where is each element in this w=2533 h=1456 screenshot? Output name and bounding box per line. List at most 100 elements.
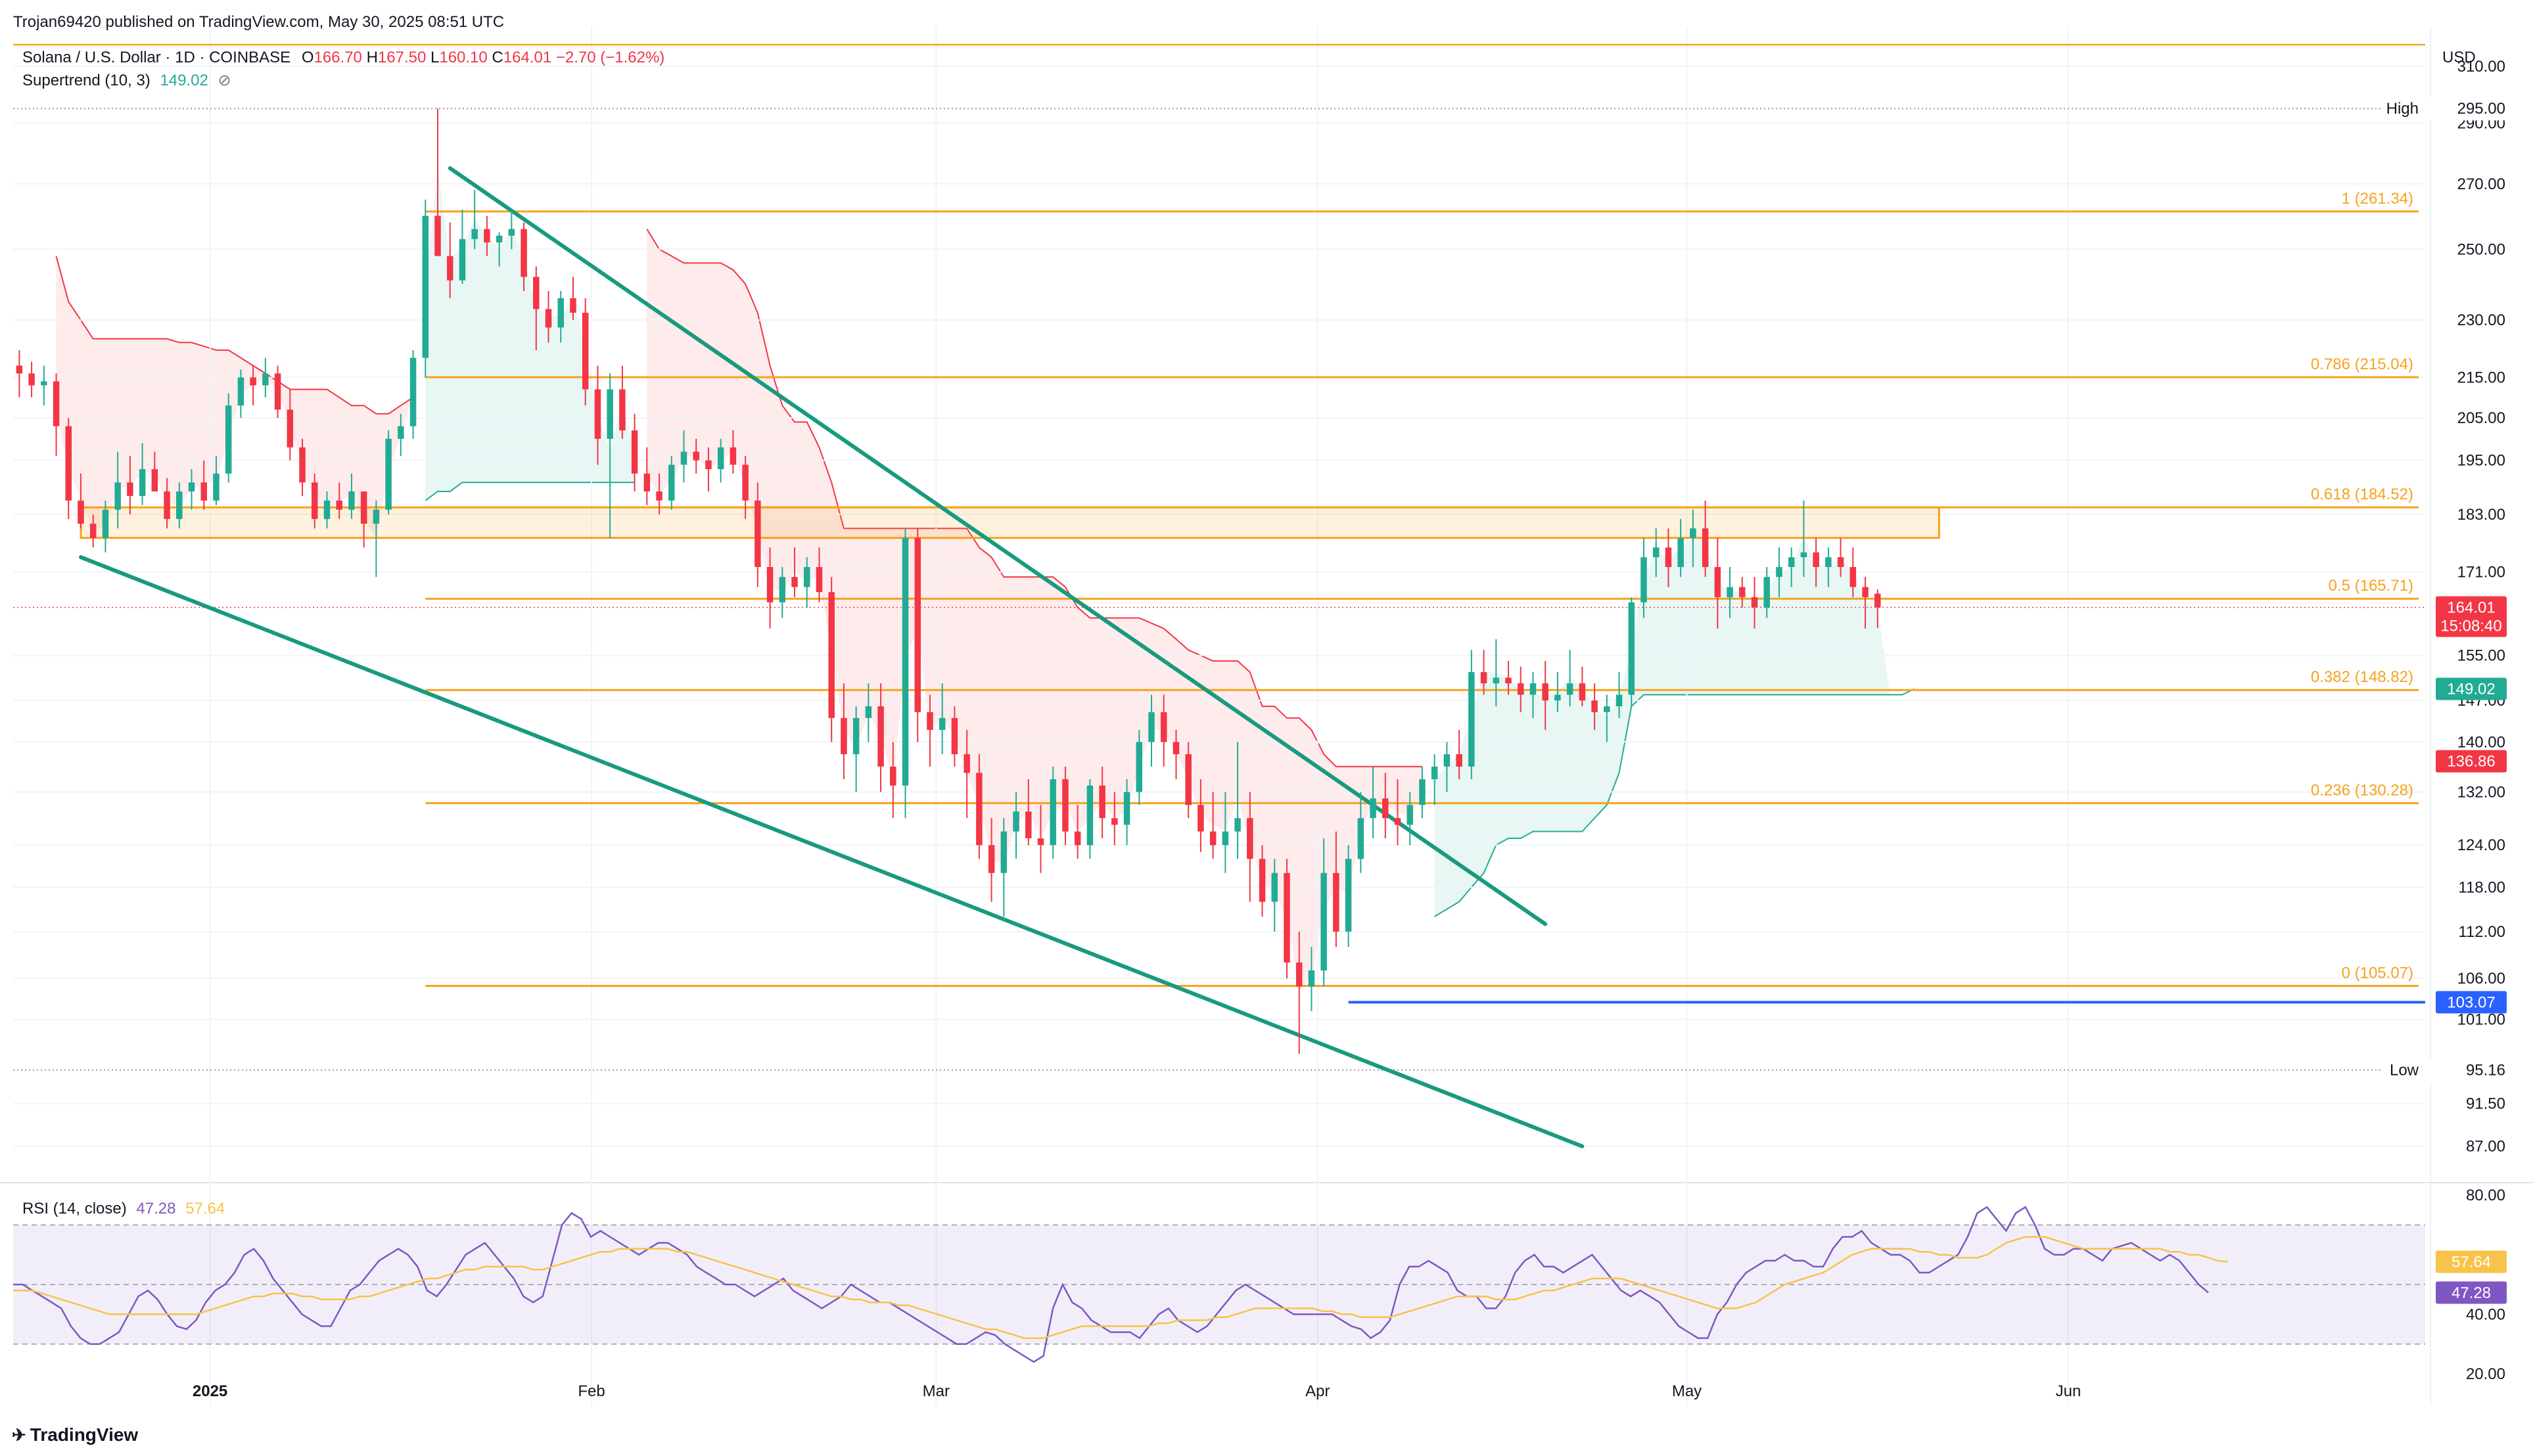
candle[interactable] xyxy=(1604,694,1610,742)
rsi-ma-line[interactable] xyxy=(13,1236,2228,1339)
candle[interactable] xyxy=(373,500,380,578)
candle[interactable] xyxy=(1529,671,1537,718)
candle[interactable] xyxy=(521,222,527,291)
candle[interactable] xyxy=(1345,845,1352,947)
symbol-title[interactable]: Solana / U.S. Dollar · 1D · COINBASE xyxy=(22,49,291,66)
candle[interactable] xyxy=(1837,537,1844,578)
candle[interactable] xyxy=(114,451,121,529)
candle[interactable] xyxy=(409,350,417,439)
candle[interactable] xyxy=(1123,779,1130,846)
candle[interactable] xyxy=(1382,773,1389,838)
candle[interactable] xyxy=(1222,792,1229,873)
candle[interactable] xyxy=(1394,779,1401,846)
candle[interactable] xyxy=(1308,947,1315,1011)
candle[interactable] xyxy=(1751,577,1758,629)
candle[interactable] xyxy=(65,417,72,519)
candle[interactable] xyxy=(89,514,97,548)
candle[interactable] xyxy=(225,393,232,483)
candle[interactable] xyxy=(1357,792,1364,873)
candle[interactable] xyxy=(1800,500,1807,578)
candle[interactable] xyxy=(1443,742,1451,792)
candle[interactable] xyxy=(1862,577,1869,629)
candle[interactable] xyxy=(312,473,318,529)
candle[interactable] xyxy=(1690,509,1696,568)
candle[interactable] xyxy=(1628,597,1635,706)
candle[interactable] xyxy=(643,447,651,505)
candle[interactable] xyxy=(582,298,589,406)
candle[interactable] xyxy=(1456,729,1462,779)
candle[interactable] xyxy=(274,365,281,418)
candle[interactable] xyxy=(1099,766,1105,838)
candle[interactable] xyxy=(1000,818,1008,917)
candle[interactable] xyxy=(139,443,146,505)
candle[interactable] xyxy=(1370,766,1376,838)
candle[interactable] xyxy=(1727,567,1733,618)
candle[interactable] xyxy=(730,430,737,474)
candle[interactable] xyxy=(1480,650,1487,695)
candle[interactable] xyxy=(791,547,798,597)
candle[interactable] xyxy=(717,438,724,483)
candle[interactable] xyxy=(1234,742,1241,859)
candle[interactable] xyxy=(1849,547,1857,597)
candle[interactable] xyxy=(705,447,712,491)
candle[interactable] xyxy=(1652,528,1660,578)
candle[interactable] xyxy=(976,754,983,859)
candle[interactable] xyxy=(1677,518,1684,578)
candle[interactable] xyxy=(680,430,687,483)
candle[interactable] xyxy=(1111,792,1118,846)
candle[interactable] xyxy=(422,199,429,378)
candle[interactable] xyxy=(1050,766,1056,859)
candle[interactable] xyxy=(1874,589,1881,628)
rsi-line[interactable] xyxy=(13,1206,2209,1363)
candle[interactable] xyxy=(1640,537,1647,618)
candle[interactable] xyxy=(1665,528,1672,587)
candle[interactable] xyxy=(1037,805,1044,873)
candle[interactable] xyxy=(1062,766,1069,846)
candle[interactable] xyxy=(1702,500,1709,578)
candle[interactable] xyxy=(927,694,933,767)
candle[interactable] xyxy=(1148,694,1155,767)
candle[interactable] xyxy=(1542,660,1548,730)
candle[interactable] xyxy=(1788,547,1795,587)
tradingview-logo[interactable]: ✈ TradingView xyxy=(12,1424,138,1445)
candle[interactable] xyxy=(1505,660,1512,695)
candle[interactable] xyxy=(508,209,515,250)
candle[interactable] xyxy=(631,413,638,491)
candle[interactable] xyxy=(28,361,35,398)
candle[interactable] xyxy=(742,456,749,519)
candle[interactable] xyxy=(902,528,909,819)
candle[interactable] xyxy=(964,729,970,819)
candle[interactable] xyxy=(1591,683,1598,730)
candle[interactable] xyxy=(1714,537,1721,629)
candle[interactable] xyxy=(852,706,860,792)
candle[interactable] xyxy=(385,430,392,514)
candle[interactable] xyxy=(102,500,109,553)
candle[interactable] xyxy=(951,706,958,767)
candle[interactable] xyxy=(16,350,23,398)
candle[interactable] xyxy=(176,482,183,529)
candle[interactable] xyxy=(1739,577,1746,608)
candle[interactable] xyxy=(151,451,158,491)
candle[interactable] xyxy=(877,683,884,792)
candle[interactable] xyxy=(459,209,466,284)
candle[interactable] xyxy=(1493,639,1500,706)
candle[interactable] xyxy=(1074,805,1081,859)
rsi-legend[interactable]: RSI (14, close) 47.28 57.64 xyxy=(22,1200,225,1218)
candle[interactable] xyxy=(865,683,872,742)
candle[interactable] xyxy=(200,460,207,510)
candle[interactable] xyxy=(1468,650,1475,779)
candle[interactable] xyxy=(816,547,823,603)
candle[interactable] xyxy=(1566,650,1573,706)
candle[interactable] xyxy=(53,373,60,457)
candle[interactable] xyxy=(1160,694,1167,767)
candle[interactable] xyxy=(188,469,195,510)
candle[interactable] xyxy=(1320,838,1327,987)
candle[interactable] xyxy=(1776,547,1782,597)
candle[interactable] xyxy=(533,266,540,350)
candle[interactable] xyxy=(755,482,761,587)
candle[interactable] xyxy=(1136,729,1143,806)
candle[interactable] xyxy=(1284,859,1290,979)
candle[interactable] xyxy=(1086,779,1094,859)
candle[interactable] xyxy=(1025,779,1032,846)
